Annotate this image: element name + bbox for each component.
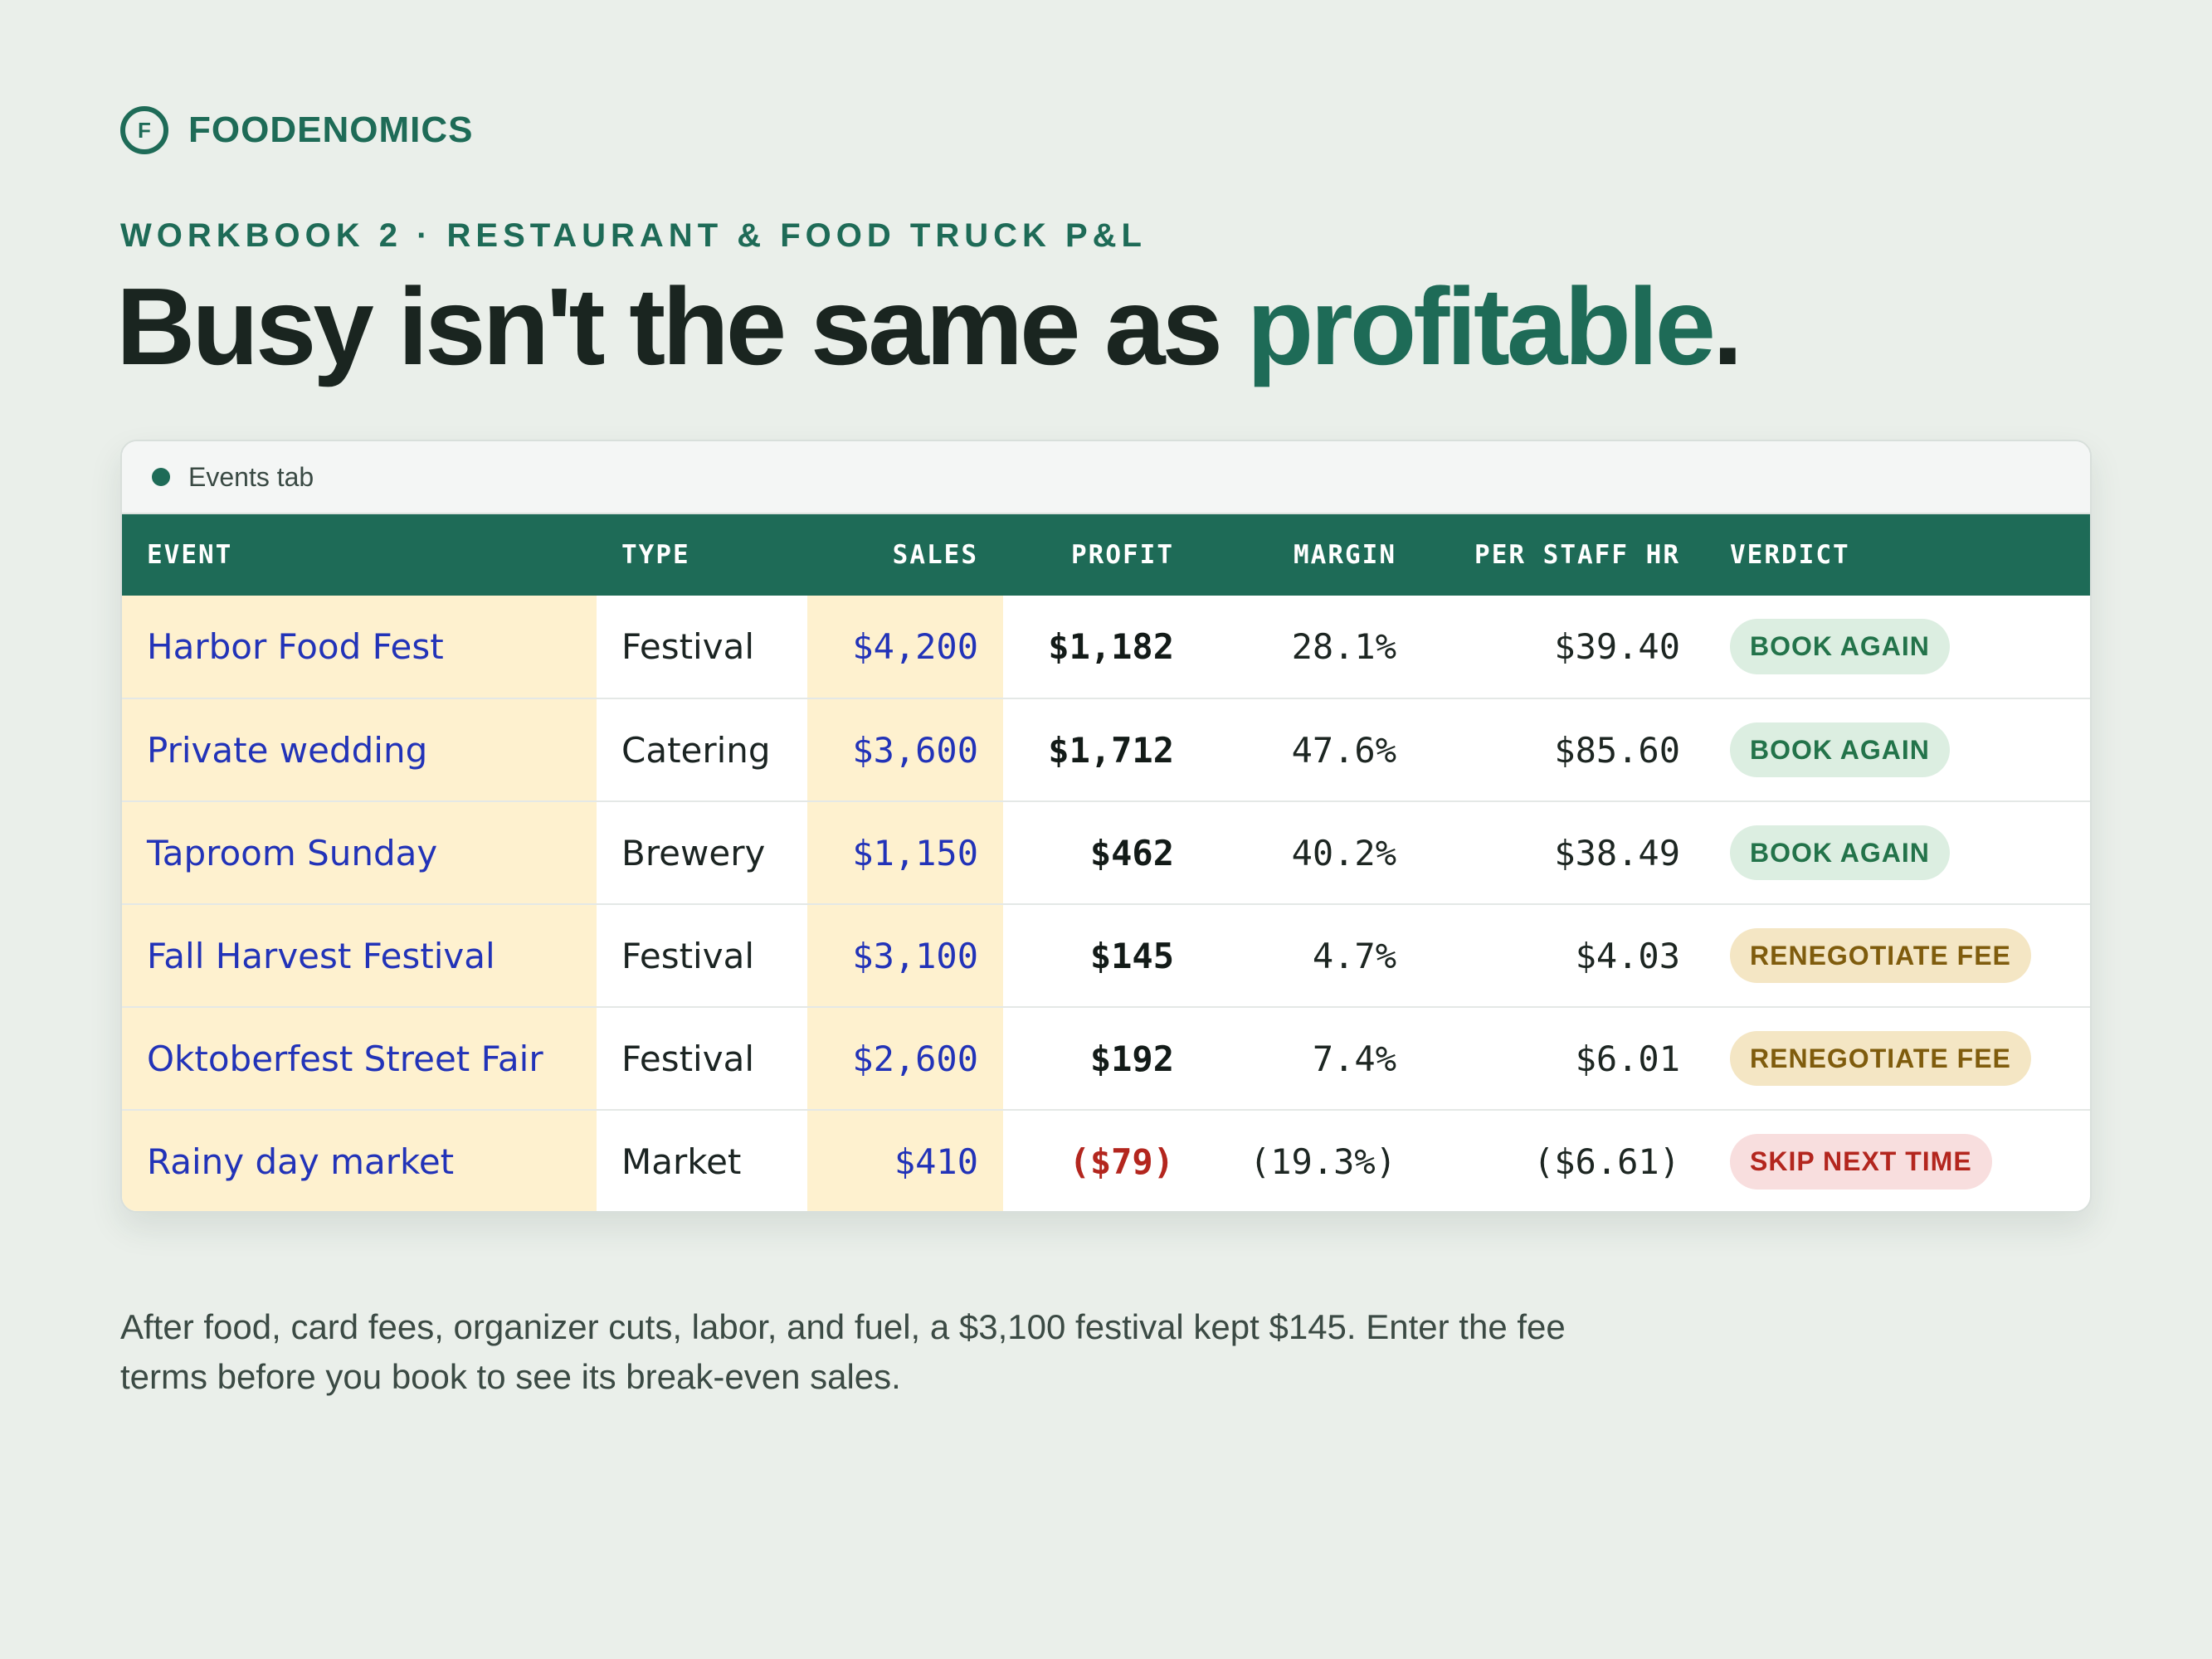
eyebrow: WORKBOOK 2 · RESTAURANT & FOOD TRUCK P&L (120, 217, 1147, 254)
profit-cell[interactable]: $1,712 (1003, 698, 1199, 801)
events-card: Events tab EVENT TYPE SALES PROFIT MARGI… (120, 440, 2092, 1213)
verdict-badge: RENEGOTIATE FEE (1730, 1030, 2031, 1087)
event-cell[interactable]: Oktoberfest Street Fair (122, 1006, 597, 1110)
per-staff-hr-cell[interactable]: ($6.61) (1421, 1109, 1705, 1211)
brand-logo-icon: F (120, 106, 168, 154)
margin-cell[interactable]: 4.7% (1199, 903, 1421, 1007)
per-staff-hr-cell[interactable]: $39.40 (1554, 626, 1680, 667)
brand-name: FOODENOMICS (188, 109, 474, 150)
headline-lead: Busy isn't the same as (116, 265, 1247, 387)
tab-dot-icon (152, 468, 170, 486)
footnote: After food, card fees, organizer cuts, l… (120, 1307, 1566, 1396)
margin-cell[interactable]: 47.6% (1199, 698, 1421, 801)
per-staff-hr-cell[interactable]: $38.49 (1421, 800, 1705, 904)
event-cell[interactable]: Taproom Sunday (122, 800, 597, 904)
event-cell[interactable]: Rainy day market (122, 1109, 597, 1211)
header-sales[interactable]: SALES (892, 540, 978, 570)
sales-cell[interactable]: $4,200 (807, 596, 1003, 698)
header-verdict[interactable]: VERDICT (1730, 540, 1850, 570)
table-row: Rainy day market Market $410 ($79) (19.3… (122, 1109, 2090, 1211)
verdict-cell[interactable]: RENEGOTIATE FEE (1705, 903, 2090, 1007)
sales-cell[interactable]: $3,600 (807, 698, 1003, 801)
profit-cell[interactable]: $192 (1003, 1006, 1199, 1110)
headline: Busy isn't the same as profitable. (116, 264, 1743, 390)
per-staff-hr-cell[interactable]: $4.03 (1421, 903, 1705, 1007)
margin-cell[interactable]: 40.2% (1199, 800, 1421, 904)
type-cell[interactable]: Festival (597, 1006, 807, 1110)
margin-cell[interactable]: (19.3%) (1199, 1109, 1421, 1211)
per-staff-hr-cell[interactable]: $85.60 (1421, 698, 1705, 801)
header-profit[interactable]: PROFIT (1071, 540, 1174, 570)
header-event[interactable]: EVENT (147, 540, 233, 570)
table-row: Taproom Sunday Brewery $1,150 $462 40.2%… (122, 800, 2090, 904)
table-row: Private wedding Catering $3,600 $1,712 4… (122, 698, 2090, 801)
verdict-cell[interactable]: BOOK AGAIN (1705, 698, 2090, 801)
profit-cell[interactable]: $462 (1003, 800, 1199, 904)
header-type[interactable]: TYPE (621, 540, 690, 570)
sales-cell[interactable]: $410 (807, 1109, 1003, 1211)
type-cell[interactable]: Catering (597, 698, 807, 801)
verdict-badge: SKIP NEXT TIME (1730, 1134, 1992, 1190)
sales-cell[interactable]: $2,600 (807, 1006, 1003, 1110)
events-table: EVENT TYPE SALES PROFIT MARGIN PER STAFF… (122, 514, 2090, 1211)
table-row: Harbor Food Fest Festival $4,200 $1,182 … (122, 596, 2090, 698)
event-cell[interactable]: Private wedding (122, 698, 597, 801)
table-header-row: EVENT TYPE SALES PROFIT MARGIN PER STAFF… (122, 514, 2090, 596)
verdict-badge: RENEGOTIATE FEE (1730, 927, 2031, 984)
headline-accent: profitable (1246, 265, 1716, 387)
headline-end: . (1713, 265, 1743, 387)
type-cell[interactable]: Market (597, 1109, 807, 1211)
event-cell[interactable]: Harbor Food Fest (122, 596, 597, 698)
sales-cell[interactable]: $1,150 (807, 800, 1003, 904)
table-row: Oktoberfest Street Fair Festival $2,600 … (122, 1006, 2090, 1110)
type-cell[interactable]: Festival (621, 626, 754, 667)
type-cell[interactable]: Festival (597, 903, 807, 1007)
margin-cell[interactable]: 28.1% (1291, 626, 1396, 667)
profit-cell[interactable]: $1,182 (1048, 626, 1174, 667)
verdict-cell[interactable]: BOOK AGAIN (1705, 596, 2090, 698)
type-cell[interactable]: Brewery (597, 800, 807, 904)
header-per-staff-hr[interactable]: PER STAFF HR (1474, 540, 1680, 570)
profit-cell[interactable]: ($79) (1003, 1109, 1199, 1211)
event-cell[interactable]: Fall Harvest Festival (122, 903, 597, 1007)
sales-cell[interactable]: $3,100 (807, 903, 1003, 1007)
header-margin[interactable]: MARGIN (1294, 540, 1396, 570)
verdict-cell[interactable]: SKIP NEXT TIME (1705, 1109, 2090, 1211)
verdict-cell[interactable]: RENEGOTIATE FEE (1705, 1006, 2090, 1110)
tab-bar: Events tab (122, 441, 2090, 514)
per-staff-hr-cell[interactable]: $6.01 (1421, 1006, 1705, 1110)
brand: F FOODENOMICS (120, 106, 473, 154)
profit-cell[interactable]: $145 (1003, 903, 1199, 1007)
tab-events[interactable]: Events tab (188, 461, 314, 492)
verdict-cell[interactable]: BOOK AGAIN (1705, 800, 2090, 904)
verdict-badge: BOOK AGAIN (1730, 722, 1950, 778)
margin-cell[interactable]: 7.4% (1199, 1006, 1421, 1110)
table-row: Fall Harvest Festival Festival $3,100 $1… (122, 903, 2090, 1007)
verdict-badge: BOOK AGAIN (1730, 619, 1950, 674)
verdict-badge: BOOK AGAIN (1730, 825, 1950, 881)
